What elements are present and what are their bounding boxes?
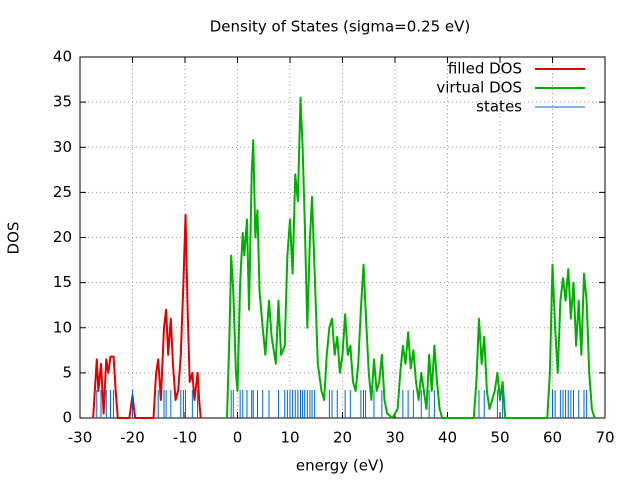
x-tick-label: -20 <box>120 429 145 447</box>
x-tick-label: 20 <box>333 429 352 447</box>
x-tick-label: 30 <box>385 429 404 447</box>
y-tick-label: 0 <box>62 409 72 427</box>
y-tick-label: 40 <box>53 48 72 66</box>
y-tick-label: 10 <box>53 318 72 336</box>
legend-label: filled DOS <box>448 60 522 78</box>
y-tick-label: 20 <box>53 228 72 246</box>
dos-line <box>92 213 202 419</box>
legend-label: states <box>476 98 522 116</box>
x-tick-label: 0 <box>233 429 243 447</box>
x-tick-label: 10 <box>280 429 299 447</box>
dos-line <box>226 96 596 419</box>
y-tick-label: 30 <box>53 138 72 156</box>
x-tick-label: 60 <box>543 429 562 447</box>
x-tick-label: 40 <box>438 429 457 447</box>
x-axis-label: energy (eV) <box>296 457 384 475</box>
x-tick-label: -10 <box>173 429 198 447</box>
x-tick-label: 70 <box>595 429 614 447</box>
legend-label: virtual DOS <box>436 79 522 97</box>
y-tick-label: 35 <box>53 93 72 111</box>
y-tick-label: 15 <box>53 273 72 291</box>
x-tick-label: -30 <box>68 429 93 447</box>
x-tick-label: 50 <box>490 429 509 447</box>
y-tick-label: 25 <box>53 183 72 201</box>
y-tick-label: 5 <box>62 363 72 381</box>
plot-frame <box>79 56 606 419</box>
y-axis-label: DOS <box>5 222 23 255</box>
chart-title: Density of States (sigma=0.25 eV) <box>210 18 471 36</box>
